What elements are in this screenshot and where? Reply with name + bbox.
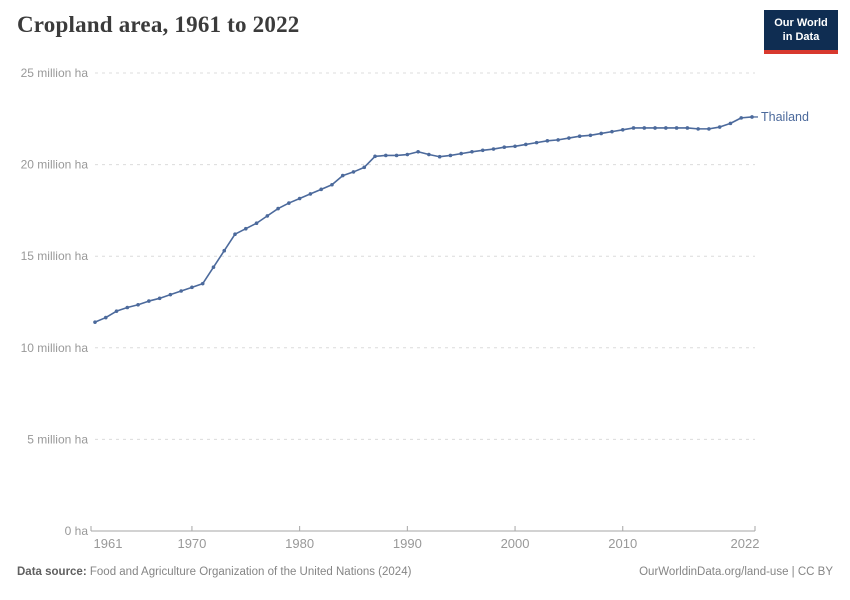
data-point-marker — [276, 206, 280, 211]
data-point-marker — [567, 136, 571, 140]
data-source-label: Data source: — [17, 566, 87, 578]
data-point-marker — [642, 126, 647, 130]
owid-logo-line2: in Data — [782, 31, 820, 44]
data-point-marker — [685, 126, 690, 130]
data-point-marker — [620, 127, 625, 132]
data-point-marker — [394, 153, 399, 158]
data-point-marker — [750, 115, 754, 119]
data-point-marker — [157, 296, 162, 301]
y-axis-labels: 0 ha 5 million ha 10 million ha 15 million … — [21, 66, 89, 538]
y-tick-label: 25 million ha — [21, 66, 89, 80]
data-point-marker — [168, 292, 173, 297]
data-point-marker — [480, 148, 485, 153]
data-point-marker — [136, 302, 140, 307]
thailand-line-series[interactable]: Thailand — [93, 110, 809, 324]
x-tick-label: 2010 — [608, 536, 637, 551]
x-tick-label: 1970 — [177, 536, 206, 551]
data-point-marker — [416, 149, 420, 154]
chart-title: Cropland area, 1961 to 2022 — [17, 12, 300, 37]
owid-logo-line1: Our World — [774, 17, 828, 29]
data-point-marker — [599, 131, 604, 136]
data-point-marker — [405, 152, 410, 157]
data-point-marker — [340, 173, 345, 178]
data-point-marker — [384, 153, 388, 158]
x-tick-label: 1961 — [94, 536, 123, 551]
data-point-marker — [319, 187, 323, 192]
data-point-marker — [147, 299, 151, 303]
x-tick-label: 2000 — [501, 536, 530, 551]
data-point-marker — [308, 192, 313, 196]
y-tick-label: 20 million ha — [21, 158, 89, 172]
series-line — [94, 116, 753, 323]
data-point-marker — [287, 201, 291, 205]
data-point-marker — [297, 196, 302, 201]
data-point-marker — [179, 289, 183, 293]
data-point-marker — [502, 145, 507, 149]
data-point-marker — [330, 182, 334, 187]
data-point-marker — [190, 285, 194, 290]
x-axis: 1961 1970 1980 1990 2000 2010 2022 — [90, 526, 760, 551]
data-point-marker — [125, 305, 130, 310]
data-point-marker — [534, 140, 539, 145]
data-point-marker — [707, 127, 711, 131]
y-tick-label: 0 ha — [65, 524, 89, 538]
data-source-value: Food and Agriculture Organization of the… — [89, 566, 412, 578]
data-point-marker — [93, 320, 97, 324]
entity-label[interactable]: Thailand — [761, 110, 809, 124]
data-point-marker — [728, 121, 733, 126]
data-point-marker — [222, 248, 227, 253]
data-source: Data source: Food and Agriculture Organi… — [17, 566, 411, 578]
data-point-marker — [631, 126, 636, 130]
x-tick-label: 2022 — [731, 536, 760, 551]
data-point-marker — [243, 226, 248, 231]
data-point-marker — [470, 149, 474, 154]
data-point-marker — [103, 315, 108, 320]
data-point-marker — [556, 138, 560, 142]
data-point-marker — [653, 126, 657, 130]
chart-footer: Data source: Food and Agriculture Organi… — [0, 566, 850, 578]
data-point-marker — [674, 126, 679, 130]
data-point-marker — [265, 214, 270, 218]
credit-link[interactable]: OurWorldinData.org/land-use | CC BY — [639, 566, 833, 578]
data-point-marker — [717, 125, 722, 129]
data-point-marker — [739, 116, 744, 120]
data-point-marker — [696, 127, 700, 131]
y-tick-label: 15 million ha — [21, 249, 89, 263]
data-point-marker — [427, 152, 431, 157]
data-point-marker — [211, 265, 216, 269]
y-tick-label: 5 million ha — [27, 432, 88, 446]
data-point-marker — [200, 281, 205, 286]
data-point-marker — [491, 147, 496, 151]
gridlines — [95, 72, 755, 440]
data-point-marker — [254, 221, 259, 226]
data-point-marker — [610, 129, 614, 134]
data-point-marker — [448, 153, 453, 158]
data-point-marker — [524, 142, 528, 147]
y-tick-label: 10 million ha — [21, 341, 89, 355]
data-point-marker — [545, 138, 550, 143]
data-point-marker — [373, 154, 377, 159]
data-point-marker — [351, 170, 356, 174]
owid-logo[interactable]: Our World in Data — [764, 10, 838, 54]
x-tick-label: 1980 — [285, 536, 314, 551]
data-point-marker — [513, 144, 517, 149]
data-point-marker — [664, 126, 668, 130]
data-point-marker — [233, 232, 237, 237]
data-point-marker — [577, 134, 582, 139]
data-point-marker — [459, 151, 463, 156]
x-tick-label: 1990 — [393, 536, 422, 551]
data-point-marker — [437, 154, 442, 159]
data-point-marker — [362, 165, 367, 170]
data-point-marker — [114, 309, 119, 313]
data-point-marker — [588, 133, 593, 138]
